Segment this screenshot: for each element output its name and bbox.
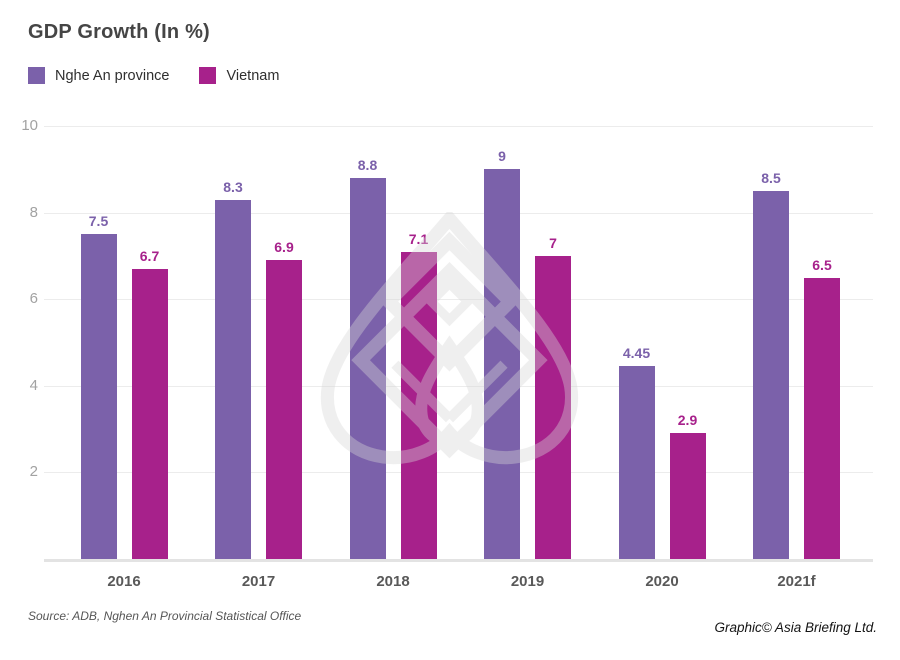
legend-swatch-vietnam xyxy=(199,67,217,84)
bar-vietnam-2017 xyxy=(266,260,302,559)
legend-item-nghe-an: Nghe An province xyxy=(28,67,169,84)
bar-column-vietnam-2019: 7 xyxy=(535,235,571,559)
bar-vietnam-2016 xyxy=(131,268,168,559)
bar-value-label: 4.45 xyxy=(622,345,651,362)
bar-vietnam-2021f xyxy=(804,277,840,559)
x-tick-label-2020: 2020 xyxy=(645,573,679,590)
bar-value-label: 2.9 xyxy=(677,412,698,429)
y-tick-label-8: 8 xyxy=(29,203,38,221)
bar-nghe-an-province-2018 xyxy=(349,177,386,559)
bar-column-vietnam-2017: 6.9 xyxy=(266,239,302,559)
x-tick-label-2016: 2016 xyxy=(107,573,141,590)
bar-vietnam-2018 xyxy=(400,251,437,559)
bar-value-label: 8.5 xyxy=(761,169,781,186)
bar-vietnam-2019 xyxy=(535,255,571,559)
legend-item-vietnam: Vietnam xyxy=(199,67,279,84)
bar-column-nghe-an-province-2018: 8.8 xyxy=(349,156,386,559)
bar-group-2018: 8.8 7.1 xyxy=(349,126,437,559)
bar-value-label: 6.7 xyxy=(139,247,160,264)
bar-column-vietnam-2018: 7.1 xyxy=(400,230,437,559)
bar-column-nghe-an-province-2017: 8.3 xyxy=(215,179,251,559)
gridline-8 xyxy=(44,212,873,214)
bar-column-vietnam-2016: 6.7 xyxy=(131,247,168,559)
source-note: Source: ADB, Nghen An Provincial Statist… xyxy=(28,609,302,623)
y-tick-label-6: 6 xyxy=(29,290,38,308)
bar-column-nghe-an-province-2016: 7.5 xyxy=(80,213,117,559)
y-tick-label-10: 10 xyxy=(21,117,38,134)
bar-value-label: 7.1 xyxy=(408,230,429,247)
y-tick-label-2: 2 xyxy=(29,463,38,481)
legend-label-vietnam: Vietnam xyxy=(226,67,280,84)
chart-title: GDP Growth (In %) xyxy=(28,21,210,43)
bar-group-2021f: 8.5 6.5 xyxy=(753,126,840,559)
bar-value-label: 7.5 xyxy=(88,213,109,230)
x-tick-label-2021f: 2021f xyxy=(777,573,816,590)
bar-value-label: 6.9 xyxy=(274,239,294,256)
x-tick-label-2019: 2019 xyxy=(510,573,545,590)
gridline-2 xyxy=(44,472,873,474)
bar-group-2020: 4.45 2.9 xyxy=(618,126,706,559)
gridline-6 xyxy=(44,299,873,301)
bar-column-vietnam-2021f: 6.5 xyxy=(804,257,840,559)
bar-group-2017: 8.3 6.9 xyxy=(215,126,302,559)
x-tick-label-2017: 2017 xyxy=(241,573,276,590)
bar-nghe-an-province-2020 xyxy=(618,366,655,559)
x-tick-label-2018: 2018 xyxy=(376,573,410,590)
y-tick-label-4: 4 xyxy=(29,376,38,394)
bar-nghe-an-province-2021f xyxy=(753,190,789,559)
gridline-4 xyxy=(44,385,873,387)
bar-column-nghe-an-province-2021f: 8.5 xyxy=(753,170,789,559)
bar-column-nghe-an-province-2020: 4.45 xyxy=(618,345,655,559)
bar-vietnam-2020 xyxy=(669,433,706,559)
bar-nghe-an-province-2019 xyxy=(484,169,520,559)
credit-note: Graphic© Asia Briefing Ltd. xyxy=(714,620,877,635)
bar-value-label: 8.8 xyxy=(357,156,378,173)
x-axis-baseline xyxy=(44,559,873,562)
plot-area: 2 4 6 8 10 7.5 6.7 2016 8.3 6.9 2017 8.8 7.1 2018 9 7 20… xyxy=(21,117,873,590)
legend-swatch-nghe-an xyxy=(28,67,45,84)
legend: Nghe An province Vietnam xyxy=(28,67,279,84)
gridline-10 xyxy=(44,126,873,127)
bar-nghe-an-province-2017 xyxy=(215,199,251,559)
bar-value-label: 6.5 xyxy=(812,256,832,273)
bar-value-label: 7 xyxy=(549,234,557,251)
bar-column-vietnam-2020: 2.9 xyxy=(669,412,706,559)
bar-nghe-an-province-2016 xyxy=(80,234,117,559)
bar-group-2016: 7.5 6.7 xyxy=(80,126,168,559)
bar-column-nghe-an-province-2019: 9 xyxy=(484,148,520,559)
bar-value-label: 8.3 xyxy=(223,178,243,195)
legend-label-nghe-an: Nghe An province xyxy=(55,67,170,84)
bar-value-label: 9 xyxy=(498,148,506,165)
